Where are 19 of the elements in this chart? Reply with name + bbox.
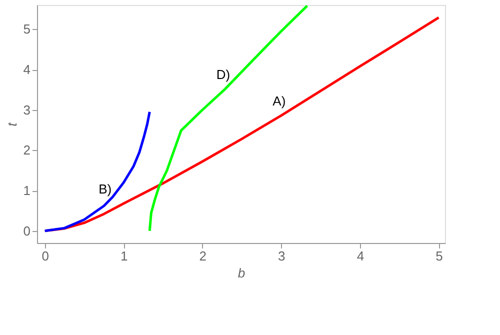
x-tick-label: 3 — [278, 248, 286, 264]
annotation: D) — [216, 66, 230, 82]
line-series — [148, 5, 308, 232]
y-tick-label: 1 — [23, 183, 30, 198]
x-tick-label: 0 — [42, 248, 49, 264]
y-tick-label: 4 — [23, 62, 30, 78]
x-axis-title: b — [238, 266, 246, 280]
x-tick-label: 4 — [356, 248, 364, 264]
y-tick-label: 3 — [23, 102, 30, 118]
x-tick-label: 5 — [436, 248, 443, 264]
y-tick-label: 2 — [23, 142, 30, 158]
x-tick-label: 1 — [120, 248, 128, 264]
y-tick-label: 5 — [23, 22, 30, 37]
x-tick-label: 2 — [199, 248, 207, 264]
y-axis-title: t — [4, 121, 20, 126]
line-series — [44, 110, 151, 232]
y-tick-label: 0 — [23, 223, 30, 238]
annotation: A) — [272, 94, 286, 109]
annotation: B) — [98, 181, 112, 196]
